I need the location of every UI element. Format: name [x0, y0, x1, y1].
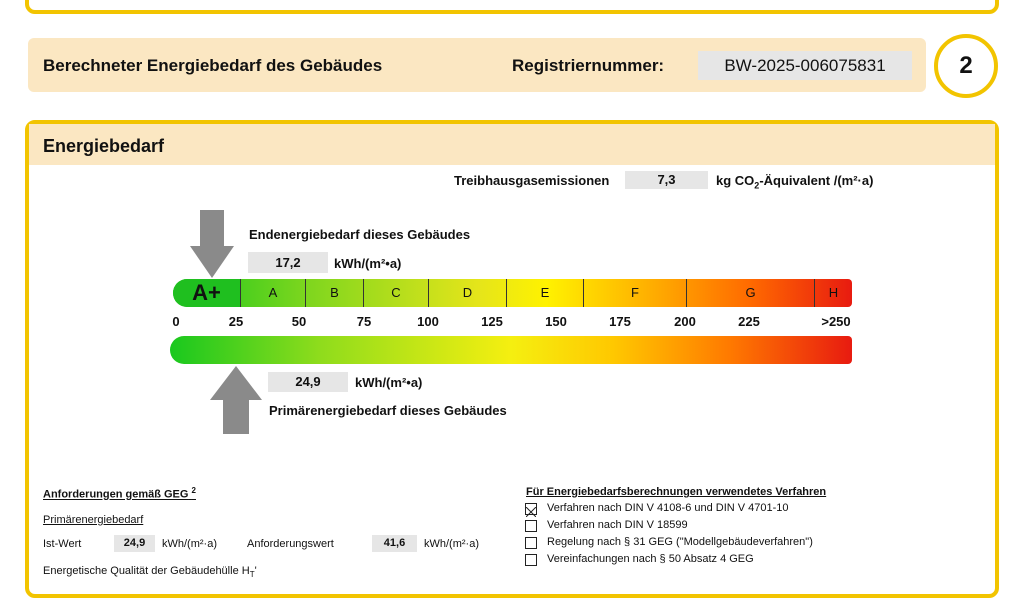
required-unit: kWh/(m²·a) — [424, 538, 479, 550]
energy-class: H — [814, 279, 852, 307]
end-unit: kWh/(m²•a) — [334, 256, 402, 271]
end-value: 17,2 — [248, 252, 328, 273]
energy-class: F — [583, 279, 686, 307]
scale-tick: 225 — [738, 314, 760, 329]
scale-tick: 100 — [417, 314, 439, 329]
req-title-sup: 2 — [191, 486, 196, 495]
checkbox — [525, 520, 537, 532]
energy-class: E — [506, 279, 583, 307]
end-arrow — [190, 210, 234, 278]
page: Berechneter Energiebedarf des Gebäudes R… — [25, 0, 999, 598]
reg-number: BW-2025-006075831 — [698, 51, 912, 80]
checkbox — [525, 537, 537, 549]
primary-label: Primärenergiebedarf dieses Gebäudes — [269, 403, 507, 418]
section-title: Energiebedarf — [43, 136, 165, 156]
emissions-value: 7,3 — [625, 171, 708, 189]
energy-class: D — [428, 279, 506, 307]
energy-class: A+ — [173, 279, 240, 307]
envelope-text: Energetische Qualität der Gebäudehülle H — [43, 565, 250, 577]
page-number: 2 — [934, 34, 998, 98]
check-mark — [525, 506, 537, 518]
energy-class: C — [363, 279, 428, 307]
scale-tick: 150 — [545, 314, 567, 329]
scale-tick: 75 — [356, 314, 372, 329]
procedure-title: Für Energiebedarfsberechnungen verwendet… — [526, 486, 827, 498]
actual-label: Ist-Wert — [43, 538, 82, 550]
unit-text: -Äquivalent /(m²·a) — [759, 173, 874, 188]
primary-value: 24,9 — [268, 372, 348, 392]
header-title: Berechneter Energiebedarf des Gebäudes — [43, 56, 383, 75]
actual-value: 24,9 — [114, 535, 155, 552]
envelope-text: ' — [254, 565, 257, 577]
req-title-text: Anforderungen gemäß GEG — [43, 488, 189, 501]
scale-tick: 25 — [228, 314, 244, 329]
class-bar: A+ A B C D E F G H — [173, 279, 852, 307]
energy-class: A — [240, 279, 305, 307]
required-label: Anforderungswert — [247, 538, 334, 550]
scale-tick: 200 — [674, 314, 696, 329]
envelope-label: Energetische Qualität der Gebäudehülle H… — [43, 565, 257, 579]
top-frame — [25, 0, 999, 14]
unit-sub: 2 — [754, 180, 760, 191]
scale-tick: 50 — [291, 314, 307, 329]
energy-class: G — [686, 279, 814, 307]
envelope-sub: T — [249, 570, 255, 580]
scale-tick: 175 — [609, 314, 631, 329]
checkbox — [525, 554, 537, 566]
option-label: Regelung nach § 31 GEG ("Modellgebäudeve… — [547, 536, 813, 548]
emissions-unit: kg CO2-Äquivalent /(m²·a) — [716, 173, 873, 191]
option-label: Vereinfachungen nach § 50 Absatz 4 GEG — [547, 553, 754, 565]
end-label: Endenergiebedarf dieses Gebäudes — [249, 227, 471, 242]
primary-unit: kWh/(m²•a) — [355, 375, 423, 390]
scale-tick: >250 — [821, 314, 851, 329]
option-label: Verfahren nach DIN V 4108-6 und DIN V 47… — [547, 502, 789, 514]
actual-unit: kWh/(m²·a) — [162, 538, 217, 550]
req-title: Anforderungen gemäß GEG 2 — [43, 486, 196, 501]
primary-arrow — [210, 366, 262, 434]
scale-tick: 125 — [481, 314, 503, 329]
scale-tick: 0 — [172, 314, 180, 329]
emissions-label: Treibhausgasemissionen — [454, 173, 610, 188]
req-subtitle: Primärenergiebedarf — [43, 514, 144, 526]
option-label: Verfahren nach DIN V 18599 — [547, 519, 688, 531]
checkbox — [525, 503, 537, 518]
required-value: 41,6 — [372, 535, 417, 552]
energy-class: B — [305, 279, 363, 307]
reg-label: Registriernummer: — [512, 56, 665, 75]
section-header — [29, 124, 995, 165]
unit-text: kg CO — [716, 173, 755, 188]
scale-bar — [170, 336, 852, 364]
